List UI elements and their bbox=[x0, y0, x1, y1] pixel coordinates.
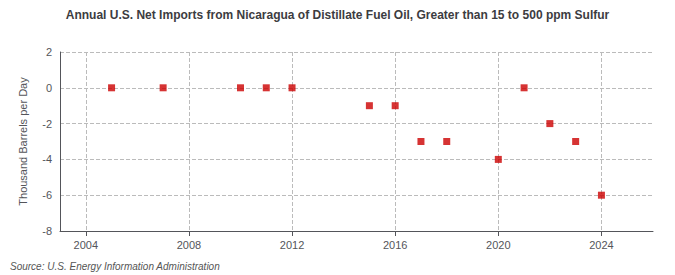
svg-text:-8: -8 bbox=[42, 225, 52, 237]
svg-text:2004: 2004 bbox=[74, 239, 98, 251]
svg-text:0: 0 bbox=[46, 82, 52, 94]
svg-text:-2: -2 bbox=[42, 118, 52, 130]
svg-text:-4: -4 bbox=[42, 153, 52, 165]
svg-text:2: 2 bbox=[46, 46, 52, 58]
svg-text:2012: 2012 bbox=[280, 239, 304, 251]
svg-text:-6: -6 bbox=[42, 189, 52, 201]
svg-text:2024: 2024 bbox=[589, 239, 613, 251]
svg-text:Thousand Barrels per Day: Thousand Barrels per Day bbox=[17, 77, 29, 206]
svg-text:2008: 2008 bbox=[177, 239, 201, 251]
svg-text:2016: 2016 bbox=[383, 239, 407, 251]
svg-text:Annual U.S. Net Imports from N: Annual U.S. Net Imports from Nicaragua o… bbox=[66, 8, 610, 22]
svg-text:Source: U.S. Energy Informatio: Source: U.S. Energy Information Administ… bbox=[10, 261, 220, 272]
svg-text:2020: 2020 bbox=[486, 239, 510, 251]
